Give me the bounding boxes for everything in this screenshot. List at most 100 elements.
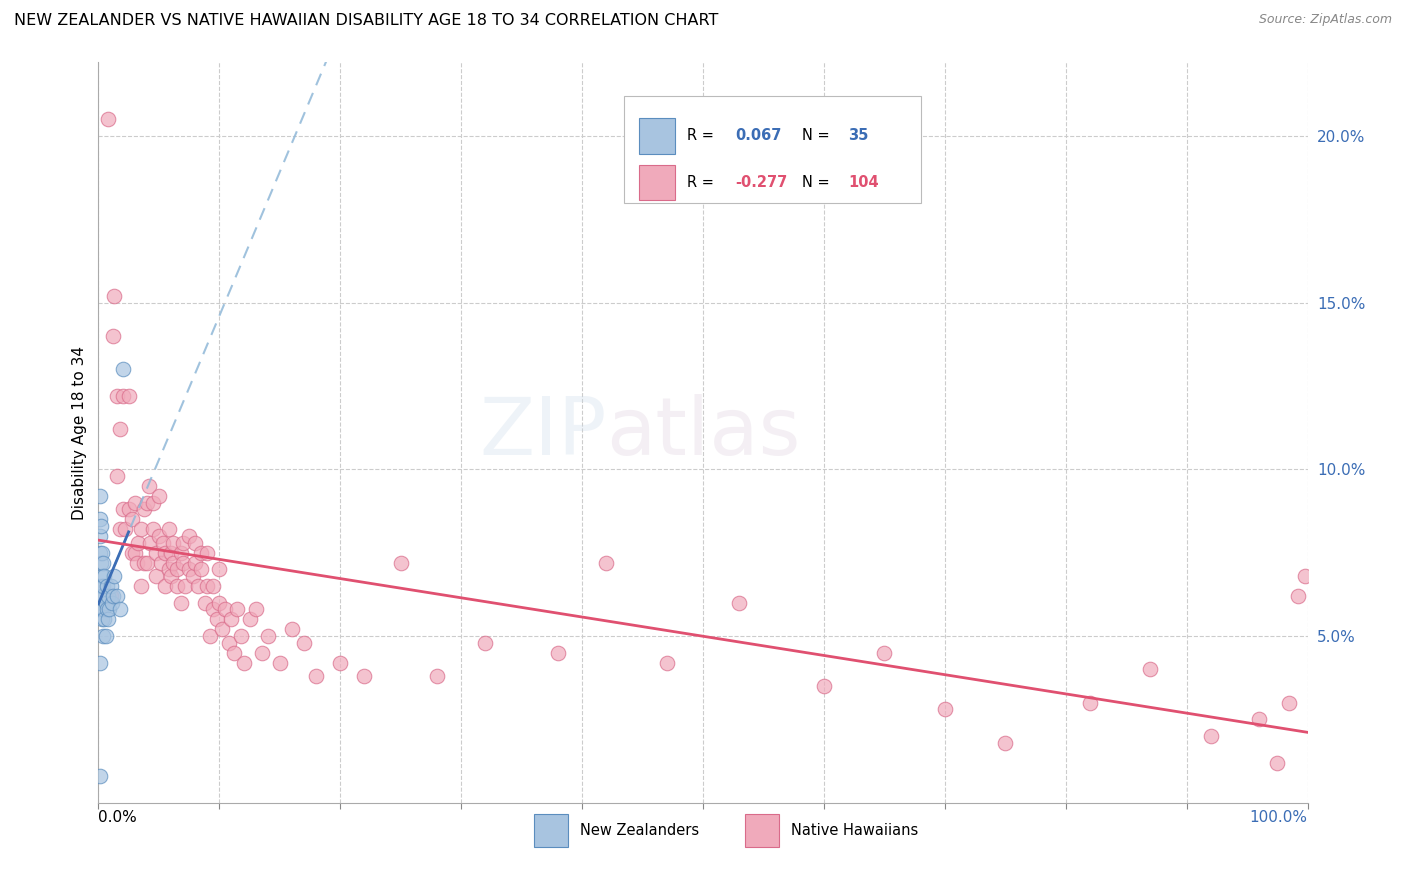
Point: [172, 535, 194, 549]
Text: 104: 104: [848, 175, 879, 190]
Point: [547, 646, 569, 660]
Point: [160, 569, 183, 583]
Point: [184, 556, 207, 570]
Point: [150, 556, 173, 570]
Point: [89, 529, 111, 543]
Point: [101, 329, 124, 343]
Point: [89, 656, 111, 670]
Point: [97, 589, 120, 603]
Point: [1278, 696, 1301, 710]
Point: [218, 636, 240, 650]
Point: [103, 569, 125, 583]
Point: [229, 629, 252, 643]
Point: [1294, 569, 1316, 583]
Point: [90, 602, 112, 616]
Point: [114, 522, 136, 536]
Text: R =: R =: [688, 175, 714, 190]
Point: [1267, 756, 1289, 770]
Point: [813, 679, 835, 693]
Point: [181, 569, 204, 583]
Point: [129, 522, 152, 536]
Point: [90, 519, 112, 533]
Point: [89, 489, 111, 503]
Point: [108, 422, 131, 436]
Bar: [638, 165, 675, 200]
Point: [1286, 589, 1309, 603]
Point: [142, 496, 165, 510]
Bar: [638, 118, 675, 153]
Point: [655, 656, 678, 670]
Point: [91, 602, 114, 616]
Point: [100, 596, 122, 610]
Point: [208, 596, 231, 610]
Text: N =: N =: [803, 128, 830, 144]
Point: [134, 556, 156, 570]
Point: [169, 596, 191, 610]
Point: [145, 569, 167, 583]
Point: [91, 612, 114, 626]
Point: [138, 479, 160, 493]
Point: [221, 612, 243, 626]
Point: [1249, 713, 1271, 727]
Point: [94, 596, 117, 610]
Point: [232, 656, 254, 670]
Point: [595, 556, 617, 570]
Point: [93, 569, 115, 583]
Text: 35: 35: [848, 128, 869, 144]
Text: -0.277: -0.277: [735, 175, 787, 190]
Point: [108, 522, 131, 536]
Point: [205, 612, 228, 626]
Point: [162, 556, 184, 570]
Point: [129, 579, 152, 593]
Point: [211, 623, 233, 637]
Text: NEW ZEALANDER VS NATIVE HAWAIIAN DISABILITY AGE 18 TO 34 CORRELATION CHART: NEW ZEALANDER VS NATIVE HAWAIIAN DISABIL…: [14, 13, 718, 29]
Point: [142, 522, 165, 536]
Point: [169, 546, 191, 560]
Bar: [534, 814, 568, 847]
Point: [153, 546, 176, 560]
Point: [353, 669, 375, 683]
Point: [89, 512, 111, 526]
Point: [134, 502, 156, 516]
Point: [239, 612, 262, 626]
Point: [105, 469, 128, 483]
Point: [145, 546, 167, 560]
Point: [195, 579, 218, 593]
Point: [179, 529, 201, 543]
Point: [97, 112, 120, 127]
Point: [157, 522, 180, 536]
Point: [96, 602, 118, 616]
Point: [118, 502, 141, 516]
Point: [179, 562, 201, 576]
Point: [329, 656, 352, 670]
Point: [174, 579, 197, 593]
Point: [121, 512, 143, 526]
Point: [94, 629, 117, 643]
Point: [214, 602, 236, 616]
Point: [124, 546, 146, 560]
Point: [96, 579, 118, 593]
Point: [934, 702, 956, 716]
Point: [118, 389, 141, 403]
Point: [166, 579, 188, 593]
Bar: [624, 95, 921, 203]
Point: [305, 669, 328, 683]
Text: 0.067: 0.067: [735, 128, 782, 144]
Point: [111, 502, 134, 516]
Point: [97, 612, 120, 626]
Text: N =: N =: [803, 175, 830, 190]
Point: [269, 656, 291, 670]
Point: [190, 562, 212, 576]
Point: [152, 535, 174, 549]
Point: [91, 569, 114, 583]
Point: [103, 289, 125, 303]
Point: [148, 529, 170, 543]
Point: [127, 556, 149, 570]
Point: [873, 646, 896, 660]
Point: [139, 535, 162, 549]
Text: Native Hawaiians: Native Hawaiians: [792, 823, 918, 838]
Point: [127, 535, 149, 549]
Point: [89, 589, 111, 603]
Point: [166, 562, 188, 576]
Point: [105, 589, 128, 603]
